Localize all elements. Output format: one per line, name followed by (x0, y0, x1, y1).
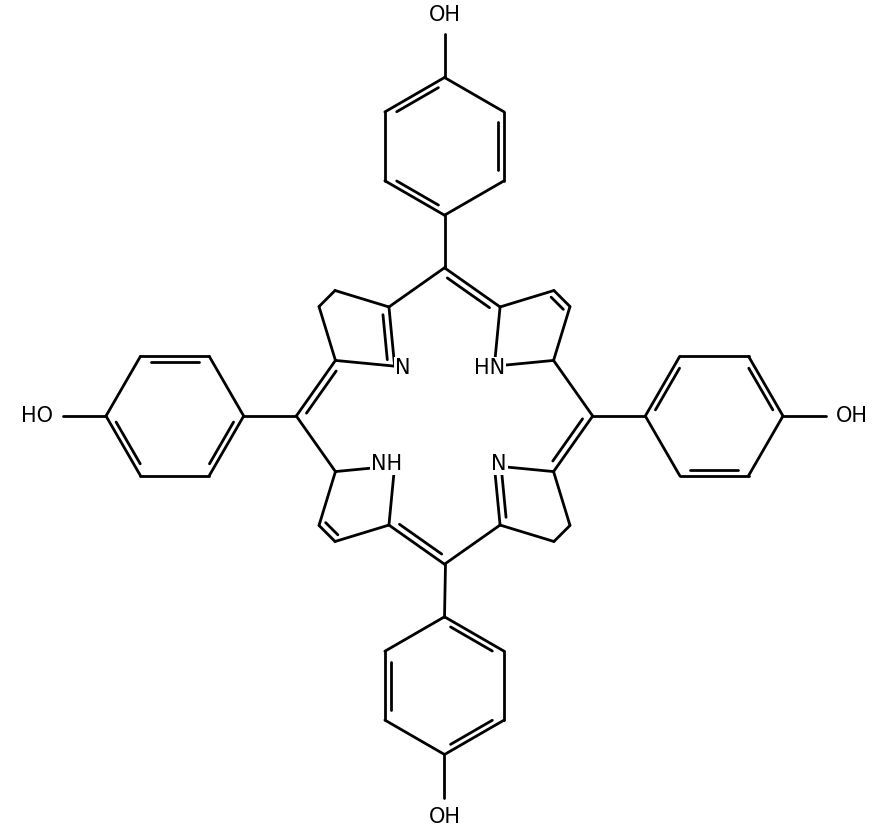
Text: OH: OH (836, 406, 868, 426)
Text: HN: HN (474, 358, 505, 378)
Text: OH: OH (428, 807, 461, 827)
Text: OH: OH (428, 5, 461, 25)
Text: N: N (492, 454, 507, 474)
Text: NH: NH (372, 454, 403, 474)
Text: HO: HO (21, 406, 53, 426)
Text: N: N (395, 358, 410, 378)
